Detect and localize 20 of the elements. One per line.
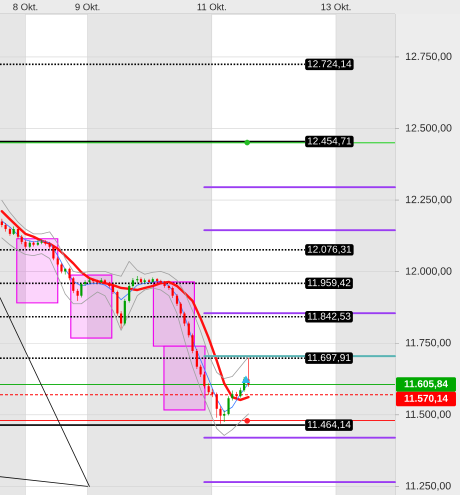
ref-line-label: 11.464,14 bbox=[308, 420, 351, 430]
ref-line-label: 12.724,14 bbox=[308, 60, 352, 68]
y-tick-label: 12.500,00 bbox=[406, 124, 452, 133]
ref-line-label: 11.697,91 bbox=[308, 354, 350, 362]
x-tick-label: 8 Okt. bbox=[13, 3, 38, 10]
y-tick-label: 12.750,00 bbox=[406, 52, 452, 62]
y-tick-label: 12.000,00 bbox=[406, 267, 452, 276]
x-tick-label: 9 Okt. bbox=[75, 3, 100, 10]
x-tick-label: 11 Okt. bbox=[198, 3, 226, 10]
y-tick-label: 11.250,00 bbox=[406, 482, 451, 491]
ref-line-label: 11.570,14 bbox=[404, 394, 448, 404]
ref-line-label: 11.605,84 bbox=[404, 380, 448, 389]
y-tick-label: 11.750,00 bbox=[406, 338, 451, 348]
y-tick-label: 11.500,00 bbox=[406, 410, 451, 420]
ref-line-label: 12.076,31 bbox=[308, 246, 352, 254]
y-tick-label: 12.250,00 bbox=[406, 196, 452, 204]
ref-line-label: 12.454,71 bbox=[308, 137, 352, 146]
ref-line-label: 11.842,53 bbox=[308, 312, 350, 321]
ref-line-label: 11.959,42 bbox=[308, 279, 350, 288]
x-tick-label: 13 Okt. bbox=[321, 3, 350, 10]
